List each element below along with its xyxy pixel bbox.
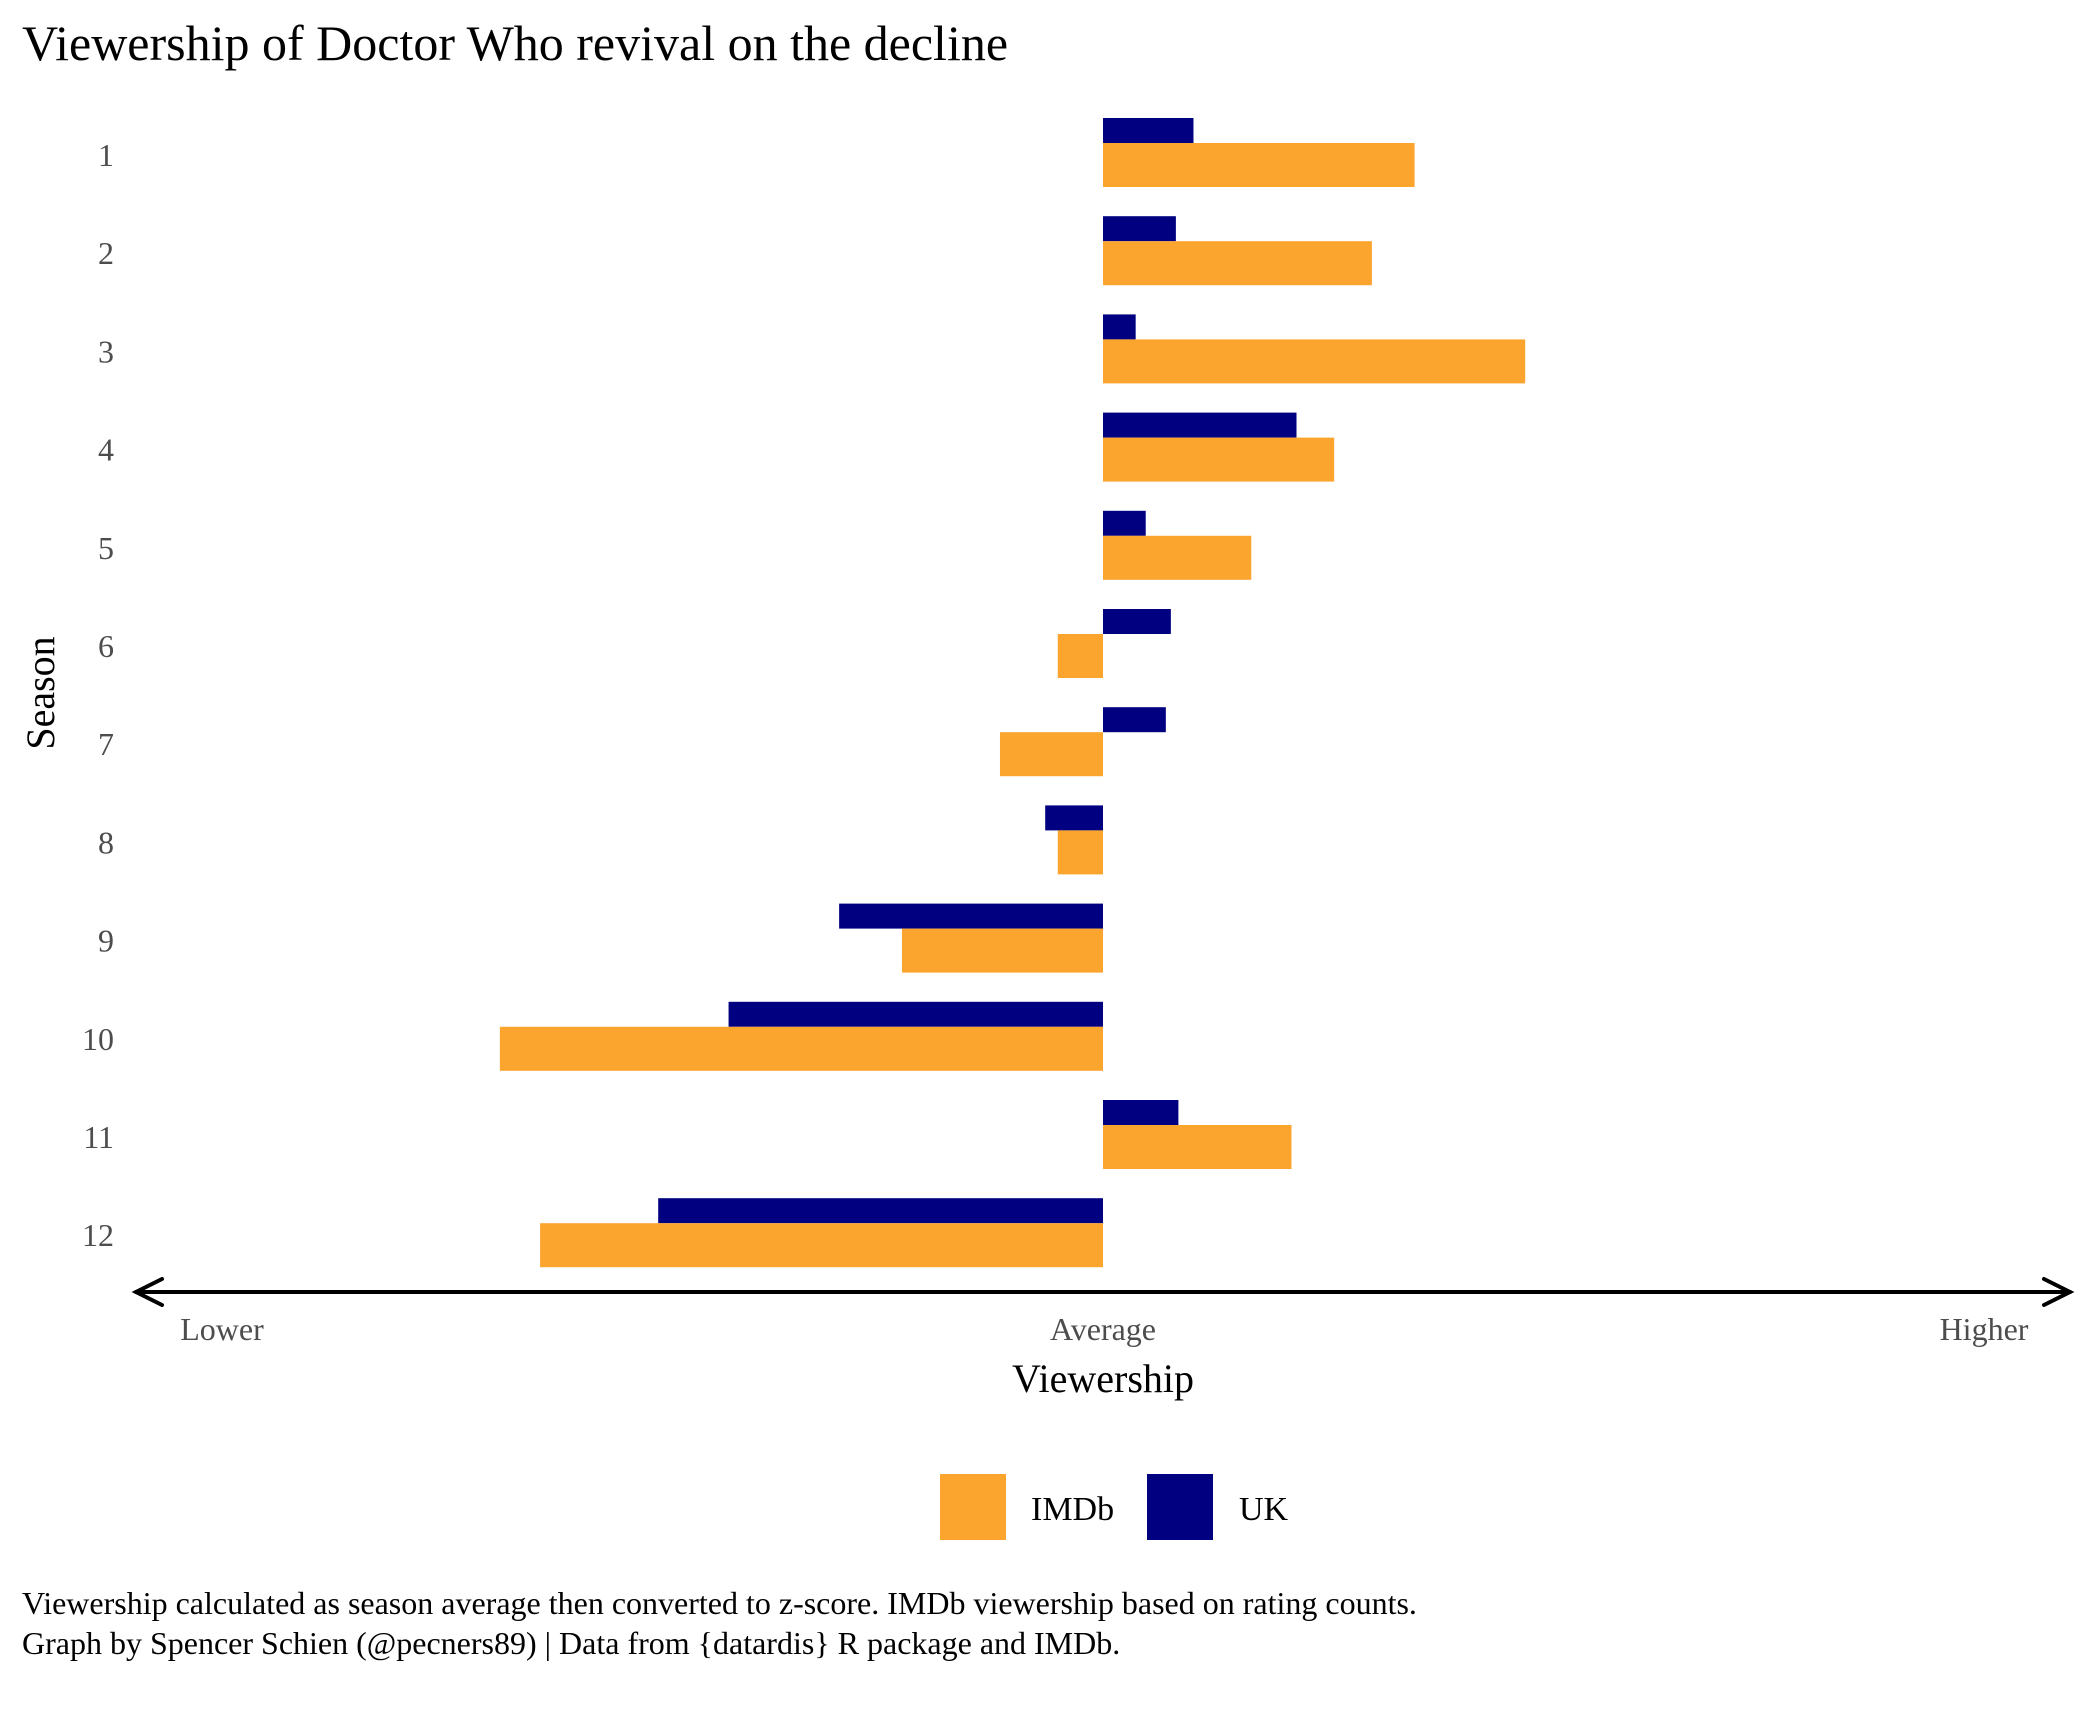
y-tick-label-8: 8 bbox=[98, 824, 114, 860]
bar-imdb-season-5 bbox=[1103, 535, 1252, 580]
legend-swatch-uk bbox=[1147, 1474, 1213, 1540]
bar-imdb-season-3 bbox=[1103, 339, 1526, 384]
y-tick-label-12: 12 bbox=[82, 1217, 114, 1253]
chart-title: Viewership of Doctor Who revival on the … bbox=[22, 15, 1008, 71]
bar-uk-season-12 bbox=[658, 1198, 1103, 1224]
y-tick-label-5: 5 bbox=[98, 530, 114, 566]
y-tick-label-1: 1 bbox=[98, 137, 114, 173]
bar-imdb-season-11 bbox=[1103, 1125, 1292, 1169]
bar-imdb-season-6 bbox=[1057, 634, 1103, 678]
y-tick-label-6: 6 bbox=[98, 628, 114, 664]
y-axis-title: Season bbox=[18, 636, 63, 749]
bar-imdb-season-10 bbox=[499, 1026, 1103, 1071]
legend-label-imdb: IMDb bbox=[1031, 1491, 1114, 1528]
viewership-arrow bbox=[131, 1277, 2075, 1307]
y-tick-label-11: 11 bbox=[83, 1119, 114, 1155]
arrow-label-higher: Higher bbox=[1940, 1311, 2029, 1347]
bar-uk-season-1 bbox=[1103, 118, 1194, 143]
bar-uk-season-5 bbox=[1103, 510, 1146, 536]
legend-swatch-imdb bbox=[940, 1474, 1006, 1540]
bar-imdb-season-9 bbox=[901, 928, 1103, 973]
arrow-label-lower: Lower bbox=[180, 1311, 264, 1347]
bar-group bbox=[499, 118, 1526, 1268]
bar-imdb-season-2 bbox=[1103, 241, 1372, 286]
bar-uk-season-10 bbox=[728, 1001, 1103, 1027]
legend: IMDb UK bbox=[940, 1474, 1289, 1540]
bar-uk-season-7 bbox=[1103, 707, 1166, 733]
bar-imdb-season-1 bbox=[1103, 143, 1415, 187]
bar-imdb-season-8 bbox=[1057, 830, 1103, 875]
y-tick-label-2: 2 bbox=[98, 235, 114, 271]
caption-line-2: Graph by Spencer Schien (@pecners89) | D… bbox=[22, 1625, 1120, 1661]
legend-label-uk: UK bbox=[1239, 1491, 1289, 1528]
caption-line-1: Viewership calculated as season average … bbox=[22, 1585, 1417, 1621]
bar-uk-season-4 bbox=[1103, 412, 1297, 438]
bar-uk-season-6 bbox=[1103, 609, 1171, 634]
bar-uk-season-8 bbox=[1045, 805, 1103, 831]
bar-uk-season-11 bbox=[1103, 1100, 1179, 1125]
y-tick-label-7: 7 bbox=[98, 726, 114, 762]
arrow-label-average: Average bbox=[1050, 1311, 1156, 1347]
x-axis-title: Viewership bbox=[1012, 1356, 1194, 1401]
y-tick-label-9: 9 bbox=[98, 923, 114, 959]
y-tick-label-3: 3 bbox=[98, 333, 114, 369]
bar-imdb-season-7 bbox=[999, 732, 1103, 777]
bar-uk-season-3 bbox=[1103, 314, 1136, 340]
arrow-head-left bbox=[131, 1277, 164, 1307]
bar-imdb-season-12 bbox=[540, 1223, 1103, 1268]
y-tick-label-10: 10 bbox=[82, 1021, 114, 1057]
arrow-head-right bbox=[2042, 1277, 2075, 1307]
y-tick-label-4: 4 bbox=[98, 432, 114, 468]
bar-imdb-season-4 bbox=[1103, 437, 1335, 482]
bar-uk-season-2 bbox=[1103, 216, 1176, 242]
bar-uk-season-9 bbox=[839, 903, 1103, 929]
